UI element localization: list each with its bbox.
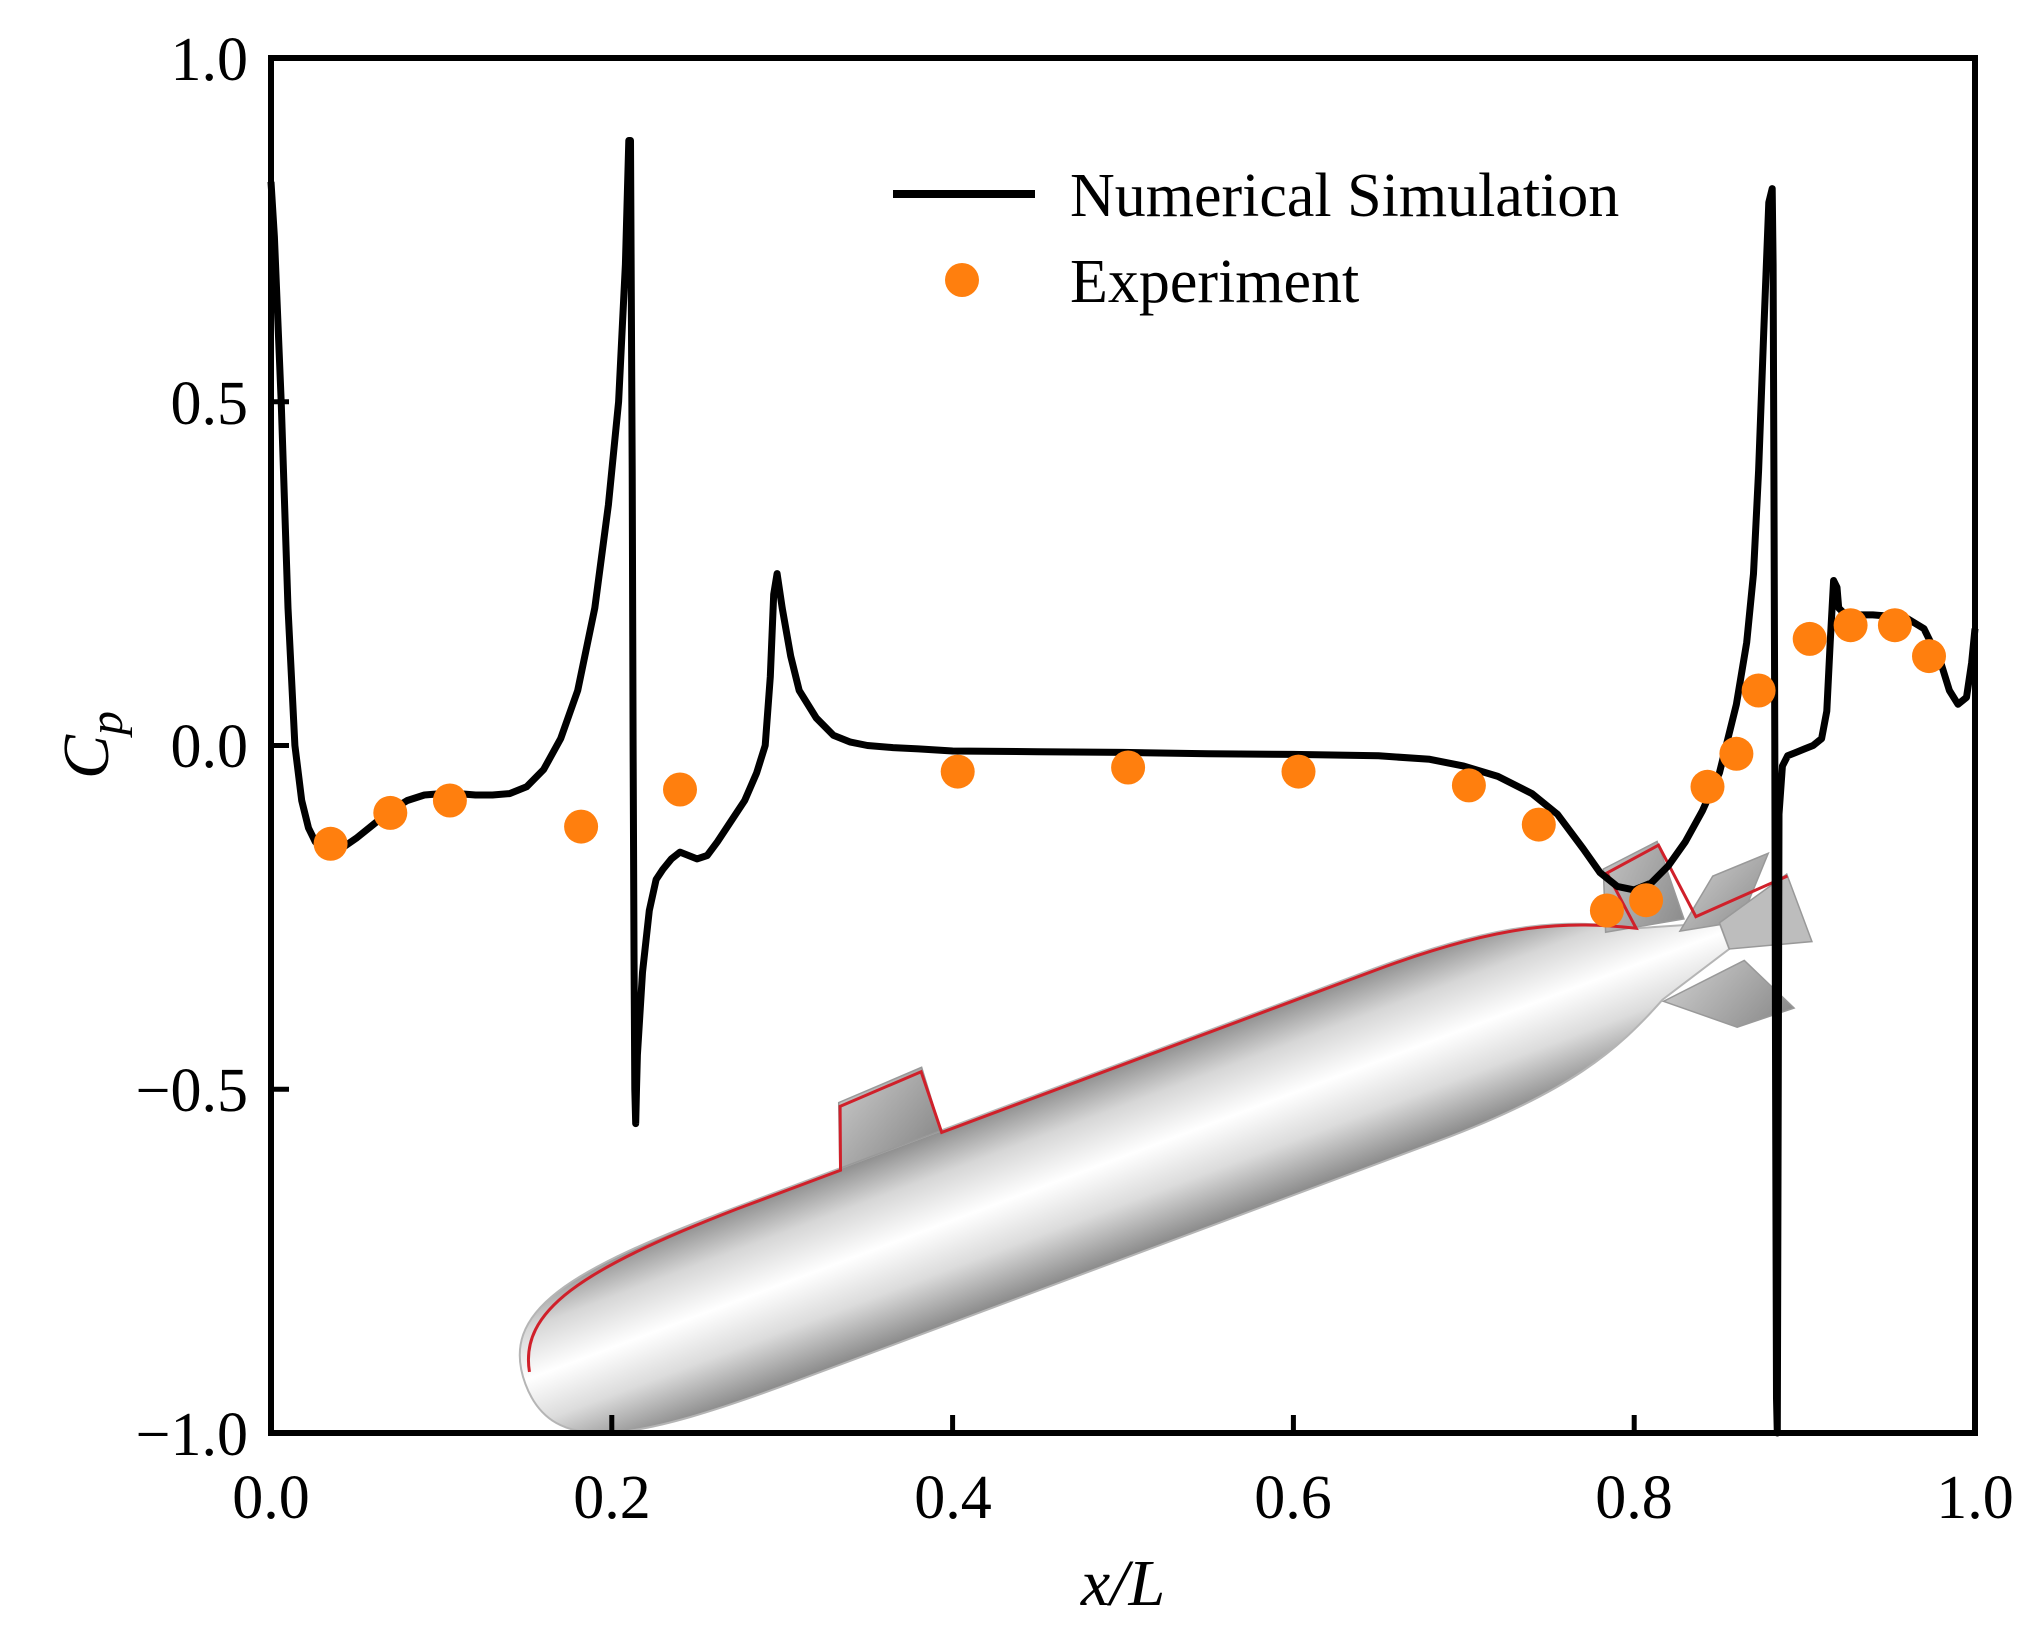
series-experiment xyxy=(313,608,1946,928)
experiment-point xyxy=(432,783,467,818)
y-axis-title-subscript: p xyxy=(80,711,133,738)
x-tick-label: 0.8 xyxy=(1595,1464,1673,1532)
y-tick-label: 0.5 xyxy=(171,370,249,438)
series-numerical-simulation xyxy=(267,137,1979,1437)
y-tick-label: 0.0 xyxy=(171,713,249,781)
legend-label-experiment: Experiment xyxy=(1070,248,1359,316)
experiment-point xyxy=(1741,673,1776,708)
x-tick-label: 0.0 xyxy=(232,1464,310,1532)
experiment-point xyxy=(1281,754,1316,789)
experiment-point xyxy=(1719,736,1754,771)
experiment-point xyxy=(1792,621,1827,656)
svg-text:Cp: Cp xyxy=(50,711,133,779)
x-tick-label: 0.2 xyxy=(573,1464,651,1532)
experiment-point xyxy=(1111,750,1146,785)
experiment-point xyxy=(313,826,348,861)
experiment-point xyxy=(564,809,599,844)
experiment-point xyxy=(1451,768,1486,803)
axis-ticks xyxy=(271,399,1637,1433)
experiment-point xyxy=(940,754,975,789)
y-axis-title: Cp xyxy=(50,711,133,779)
x-axis: 0.0 0.2 0.4 0.6 0.8 1.0 xyxy=(232,1464,2014,1532)
submarine-illustration xyxy=(518,840,1813,1434)
simulation-line xyxy=(267,137,1979,1437)
experiment-point xyxy=(663,772,697,807)
experiment-point xyxy=(1690,769,1725,804)
experiment-point xyxy=(1629,883,1664,918)
legend: Numerical Simulation Experiment xyxy=(893,162,1619,316)
experiment-point xyxy=(1589,893,1624,928)
y-tick-label: 1.0 xyxy=(171,26,249,94)
legend-marker-experiment xyxy=(945,263,979,297)
x-axis-title: x/L xyxy=(1080,1547,1165,1620)
x-tick-label: 0.6 xyxy=(1254,1464,1332,1532)
y-axis: 1.0 0.5 0.0 −0.5 −1.0 xyxy=(136,26,248,1469)
experiment-point xyxy=(1912,639,1946,674)
y-tick-label: −0.5 xyxy=(136,1057,248,1125)
experiment-point xyxy=(1877,608,1912,643)
y-tick-label: −1.0 xyxy=(136,1401,248,1469)
x-tick-label: 1.0 xyxy=(1936,1464,2014,1532)
x-tick-label: 0.4 xyxy=(914,1464,992,1532)
experiment-point xyxy=(1521,807,1556,842)
experiment-point xyxy=(373,795,408,830)
y-axis-title-main: C xyxy=(50,734,123,779)
experiment-point xyxy=(1833,608,1868,643)
legend-label-simulation: Numerical Simulation xyxy=(1070,162,1619,230)
